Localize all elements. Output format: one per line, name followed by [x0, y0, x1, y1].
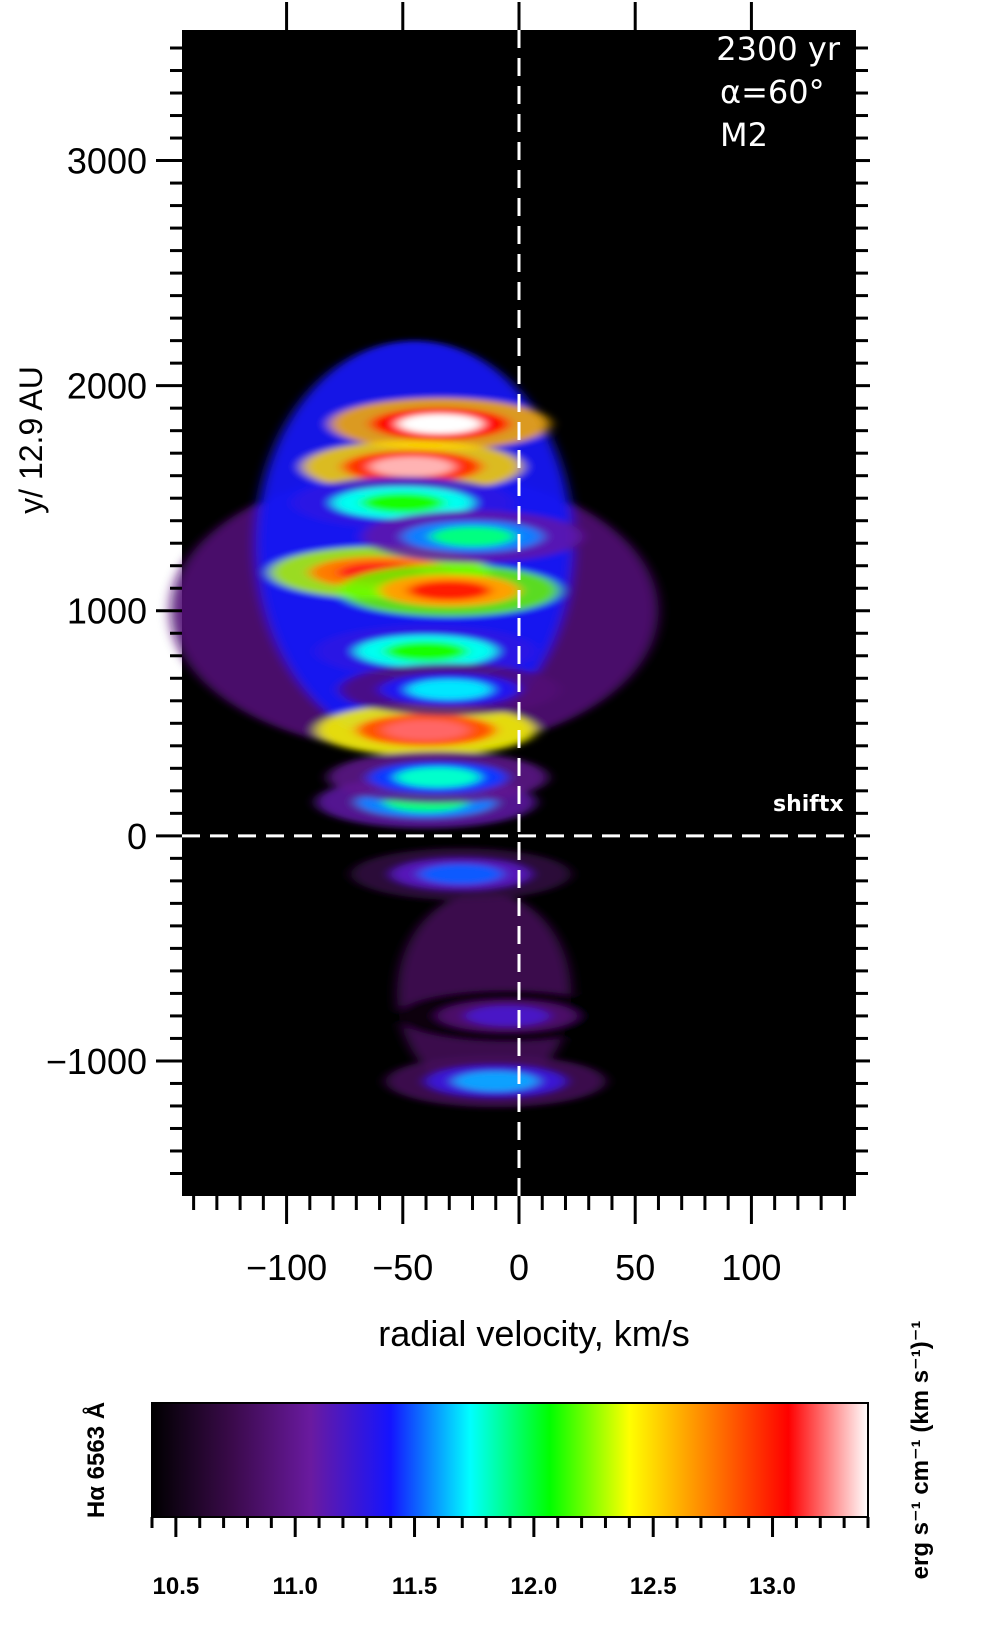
y-tick-label: 2000 [67, 366, 147, 407]
x-tick-labels: −100 −50 0 50 100 [246, 1247, 781, 1288]
emission-blob [370, 456, 455, 477]
reference-line-label: shiftx [773, 792, 844, 817]
emission-blob [430, 526, 515, 547]
x-tick-label: −100 [246, 1247, 327, 1288]
x-tick-label: 50 [615, 1247, 655, 1288]
emission-blob [397, 413, 482, 434]
emission-blob [395, 767, 480, 788]
emission-blob [384, 720, 469, 741]
y-tick-label: −1000 [46, 1041, 147, 1082]
emission-blob [360, 492, 445, 513]
colorbar-tick-label: 11.0 [273, 1573, 318, 1600]
colorbar-tick-label: 12.0 [511, 1573, 558, 1600]
x-axis-label: radial velocity, km/s [378, 1313, 689, 1354]
colorbar-label: Hα 6563 Å [82, 1402, 110, 1518]
reference-lines [182, 30, 856, 1196]
axes [156, 2, 870, 1224]
colorbar-ticks [150, 1517, 870, 1537]
emission-blob [384, 641, 469, 662]
colorbar-units: erg s⁻¹ cm⁻¹ (km s⁻¹)⁻¹ [907, 1321, 934, 1580]
colorbar: 10.5 11.0 11.5 12.0 12.5 13.0 Hα 6563 Å erg s… [82, 1321, 934, 1600]
y-tick-label: 1000 [67, 591, 147, 632]
x-tick-label: 0 [509, 1247, 529, 1288]
emission-blob [453, 1071, 538, 1092]
emission-blob [418, 864, 503, 885]
colorbar-tick-label: 11.5 [392, 1573, 437, 1600]
annotation-angle: α=60° [720, 73, 825, 111]
emission-blob [407, 679, 492, 700]
emission-layer [170, 340, 659, 1108]
annotation-model: M2 [720, 116, 768, 154]
y-tick-labels: −1000 0 1000 2000 3000 [46, 141, 147, 1082]
colorbar-tick-label: 13.0 [749, 1573, 796, 1600]
emission-blob [465, 1005, 550, 1026]
colorbar-tick-label: 10.5 [153, 1573, 200, 1600]
y-tick-label: 0 [127, 816, 147, 857]
colorbar-tick-label: 12.5 [630, 1573, 677, 1600]
colorbar-tick-labels: 10.5 11.0 11.5 12.0 12.5 13.0 [153, 1573, 796, 1600]
annotation-time: 2300 yr [716, 30, 841, 68]
y-axis-label: y/ 12.9 AU [13, 366, 49, 514]
y-tick-label: 3000 [67, 141, 147, 182]
colorbar-gradient [151, 1402, 869, 1518]
emission-blob [407, 580, 492, 601]
x-tick-label: 100 [721, 1247, 781, 1288]
x-tick-label: −50 [372, 1247, 433, 1288]
